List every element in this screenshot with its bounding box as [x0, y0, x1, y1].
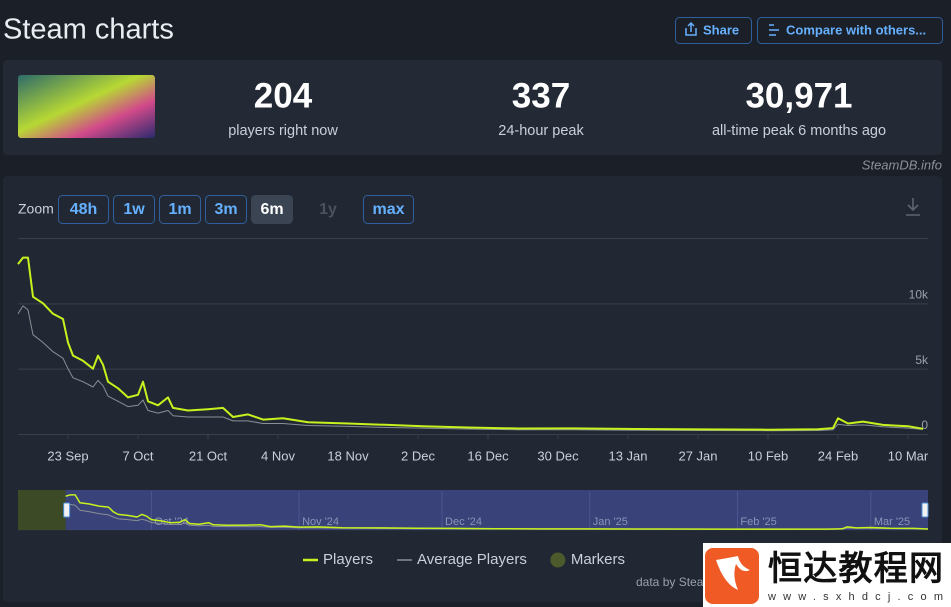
stats-panel — [3, 60, 942, 155]
legend: Players Average Players Markers — [303, 551, 625, 568]
navigator-tick-label: Jan '25 — [593, 516, 628, 528]
watermark-name: 恒达教程网 — [768, 550, 943, 588]
share-button[interactable]: Share — [675, 17, 752, 44]
navigator-content: Oct '24 Nov '24 Dec '24 Jan '25 Feb '25 Mar '… — [18, 490, 929, 530]
legend-label[interactable]: Players — [323, 551, 373, 568]
zoom-button[interactable]: 1w — [113, 195, 155, 224]
stat-label: 24-hour peak — [498, 123, 584, 139]
x-tick-label: 13 Jan — [608, 448, 647, 463]
zoom-option: max — [372, 201, 404, 218]
x-tick-label: 10 Mar — [888, 448, 929, 463]
x-tick-label: 7 Oct — [122, 448, 153, 463]
navigator-handle[interactable] — [63, 502, 71, 518]
zoom-option: 48h — [70, 201, 98, 218]
legend-label[interactable]: Markers — [571, 551, 625, 568]
navigator-tick-label: Nov '24 — [302, 516, 339, 528]
watermark: 恒达教程网 www.sxhdcj.com — [703, 543, 951, 607]
compare-icon — [769, 24, 779, 36]
zoom-option: 1w — [123, 201, 145, 218]
button-frame — [205, 195, 247, 224]
navigator-outside — [18, 490, 66, 530]
button-label: Share — [703, 22, 739, 37]
legend-swatch — [550, 552, 566, 568]
x-tick-label: 30 Dec — [537, 448, 579, 463]
zoom-button: 1y — [319, 201, 337, 218]
button-frame — [675, 17, 752, 44]
x-tick-label: 10 Feb — [748, 448, 788, 463]
stat-label: all-time peak 6 months ago — [712, 123, 886, 139]
zoom-label: Zoom — [18, 201, 54, 217]
navigator-tick-label: Mar '25 — [874, 516, 910, 528]
x-tick-label: 18 Nov — [327, 448, 369, 463]
zoom-button[interactable]: 1m — [159, 195, 201, 224]
y-tick-label: 0 — [921, 418, 928, 432]
compare-button[interactable]: Compare with others... — [757, 17, 943, 44]
x-tick-label: 4 Nov — [261, 448, 295, 463]
y-tick-label: 5k — [915, 353, 929, 367]
navigator-handle[interactable] — [921, 502, 929, 518]
zoom-buttons: 48h 1w 1m 3m 6m 1y max — [58, 195, 414, 224]
stat-value: 204 — [254, 76, 313, 115]
page-title: Steam charts — [3, 14, 174, 46]
zoom-option: 3m — [214, 201, 237, 218]
zoom-button[interactable]: 48h — [58, 195, 109, 224]
button-frame — [757, 17, 943, 44]
x-tick-label: 24 Feb — [818, 448, 858, 463]
series-line — [17, 256, 924, 431]
plot: 0 5k 10k 23 Sep 7 Oct 21 Oct 4 Nov 18 Nov 2 Dec 1… — [17, 256, 929, 463]
button-frame — [58, 195, 109, 224]
button-frame — [159, 195, 201, 224]
game-art — [18, 75, 155, 138]
navigator-tick-label: Dec '24 — [445, 516, 482, 528]
zoom-button[interactable]: 6m — [251, 195, 293, 224]
button-frame — [251, 195, 293, 224]
button-frame — [363, 195, 414, 224]
zoom-option: 1m — [168, 201, 191, 218]
zoom-button[interactable]: max — [363, 195, 414, 224]
x-tick-label: 16 Dec — [467, 448, 509, 463]
stat-value: 337 — [512, 76, 570, 115]
zoom-button[interactable]: 3m — [205, 195, 247, 224]
stat-value: 30,971 — [745, 76, 852, 115]
navigator-tick-label: Feb '25 — [740, 516, 776, 528]
watermark-logo-shape — [716, 556, 750, 590]
button-frame — [113, 195, 155, 224]
button-label: Compare with others... — [786, 22, 926, 37]
stat-label: players right now — [228, 123, 338, 139]
download-icon[interactable] — [906, 198, 920, 216]
share-icon — [685, 21, 697, 36]
series-line — [17, 305, 924, 432]
x-tick-label: 2 Dec — [401, 448, 435, 463]
zoom-option: 1y — [319, 201, 337, 218]
navigator-line — [65, 494, 929, 530]
x-tick-label: 27 Jan — [678, 448, 717, 463]
x-tick-label: 23 Sep — [47, 448, 88, 463]
y-tick-label: 10k — [909, 288, 929, 302]
zoom-option: 6m — [260, 201, 283, 218]
x-tick-label: 21 Oct — [189, 448, 228, 463]
credit: SteamDB.info — [862, 157, 942, 172]
legend-label[interactable]: Average Players — [417, 551, 527, 568]
stats: 204 players right now 337 24-hour peak 30,97… — [228, 76, 886, 139]
